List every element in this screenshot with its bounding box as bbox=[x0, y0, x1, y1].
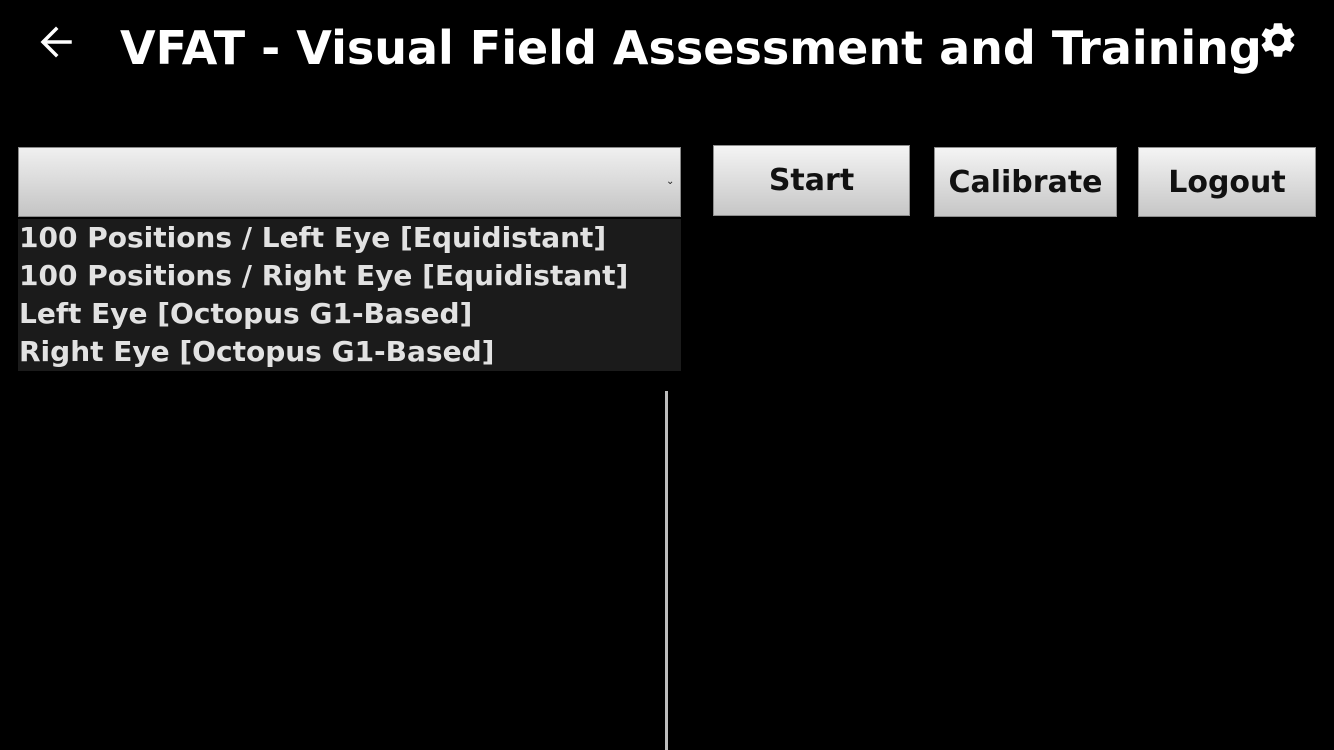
arrow-left-icon bbox=[40, 26, 72, 58]
test-type-dropdown-list: 100 Positions / Left Eye [Equidistant] 1… bbox=[18, 219, 681, 371]
dropdown-option[interactable]: 100 Positions / Left Eye [Equidistant] bbox=[19, 221, 607, 254]
logout-button[interactable]: Logout bbox=[1138, 147, 1316, 217]
page-title: VFAT - Visual Field Assessment and Train… bbox=[120, 21, 1262, 75]
start-button[interactable]: Start bbox=[713, 145, 910, 216]
calibrate-button[interactable]: Calibrate bbox=[934, 147, 1117, 217]
dropdown-option[interactable]: Left Eye [Octopus G1-Based] bbox=[19, 297, 473, 330]
test-type-spinner[interactable]: ⌄ bbox=[18, 147, 681, 217]
dropdown-option[interactable]: 100 Positions / Right Eye [Equidistant] bbox=[19, 259, 629, 292]
chevron-down-icon: ⌄ bbox=[666, 176, 675, 187]
back-button[interactable] bbox=[34, 20, 78, 64]
settings-button[interactable] bbox=[1254, 16, 1302, 64]
dropdown-option[interactable]: Right Eye [Octopus G1-Based] bbox=[19, 335, 495, 368]
vertical-divider bbox=[665, 391, 668, 750]
gear-icon bbox=[1261, 23, 1295, 57]
